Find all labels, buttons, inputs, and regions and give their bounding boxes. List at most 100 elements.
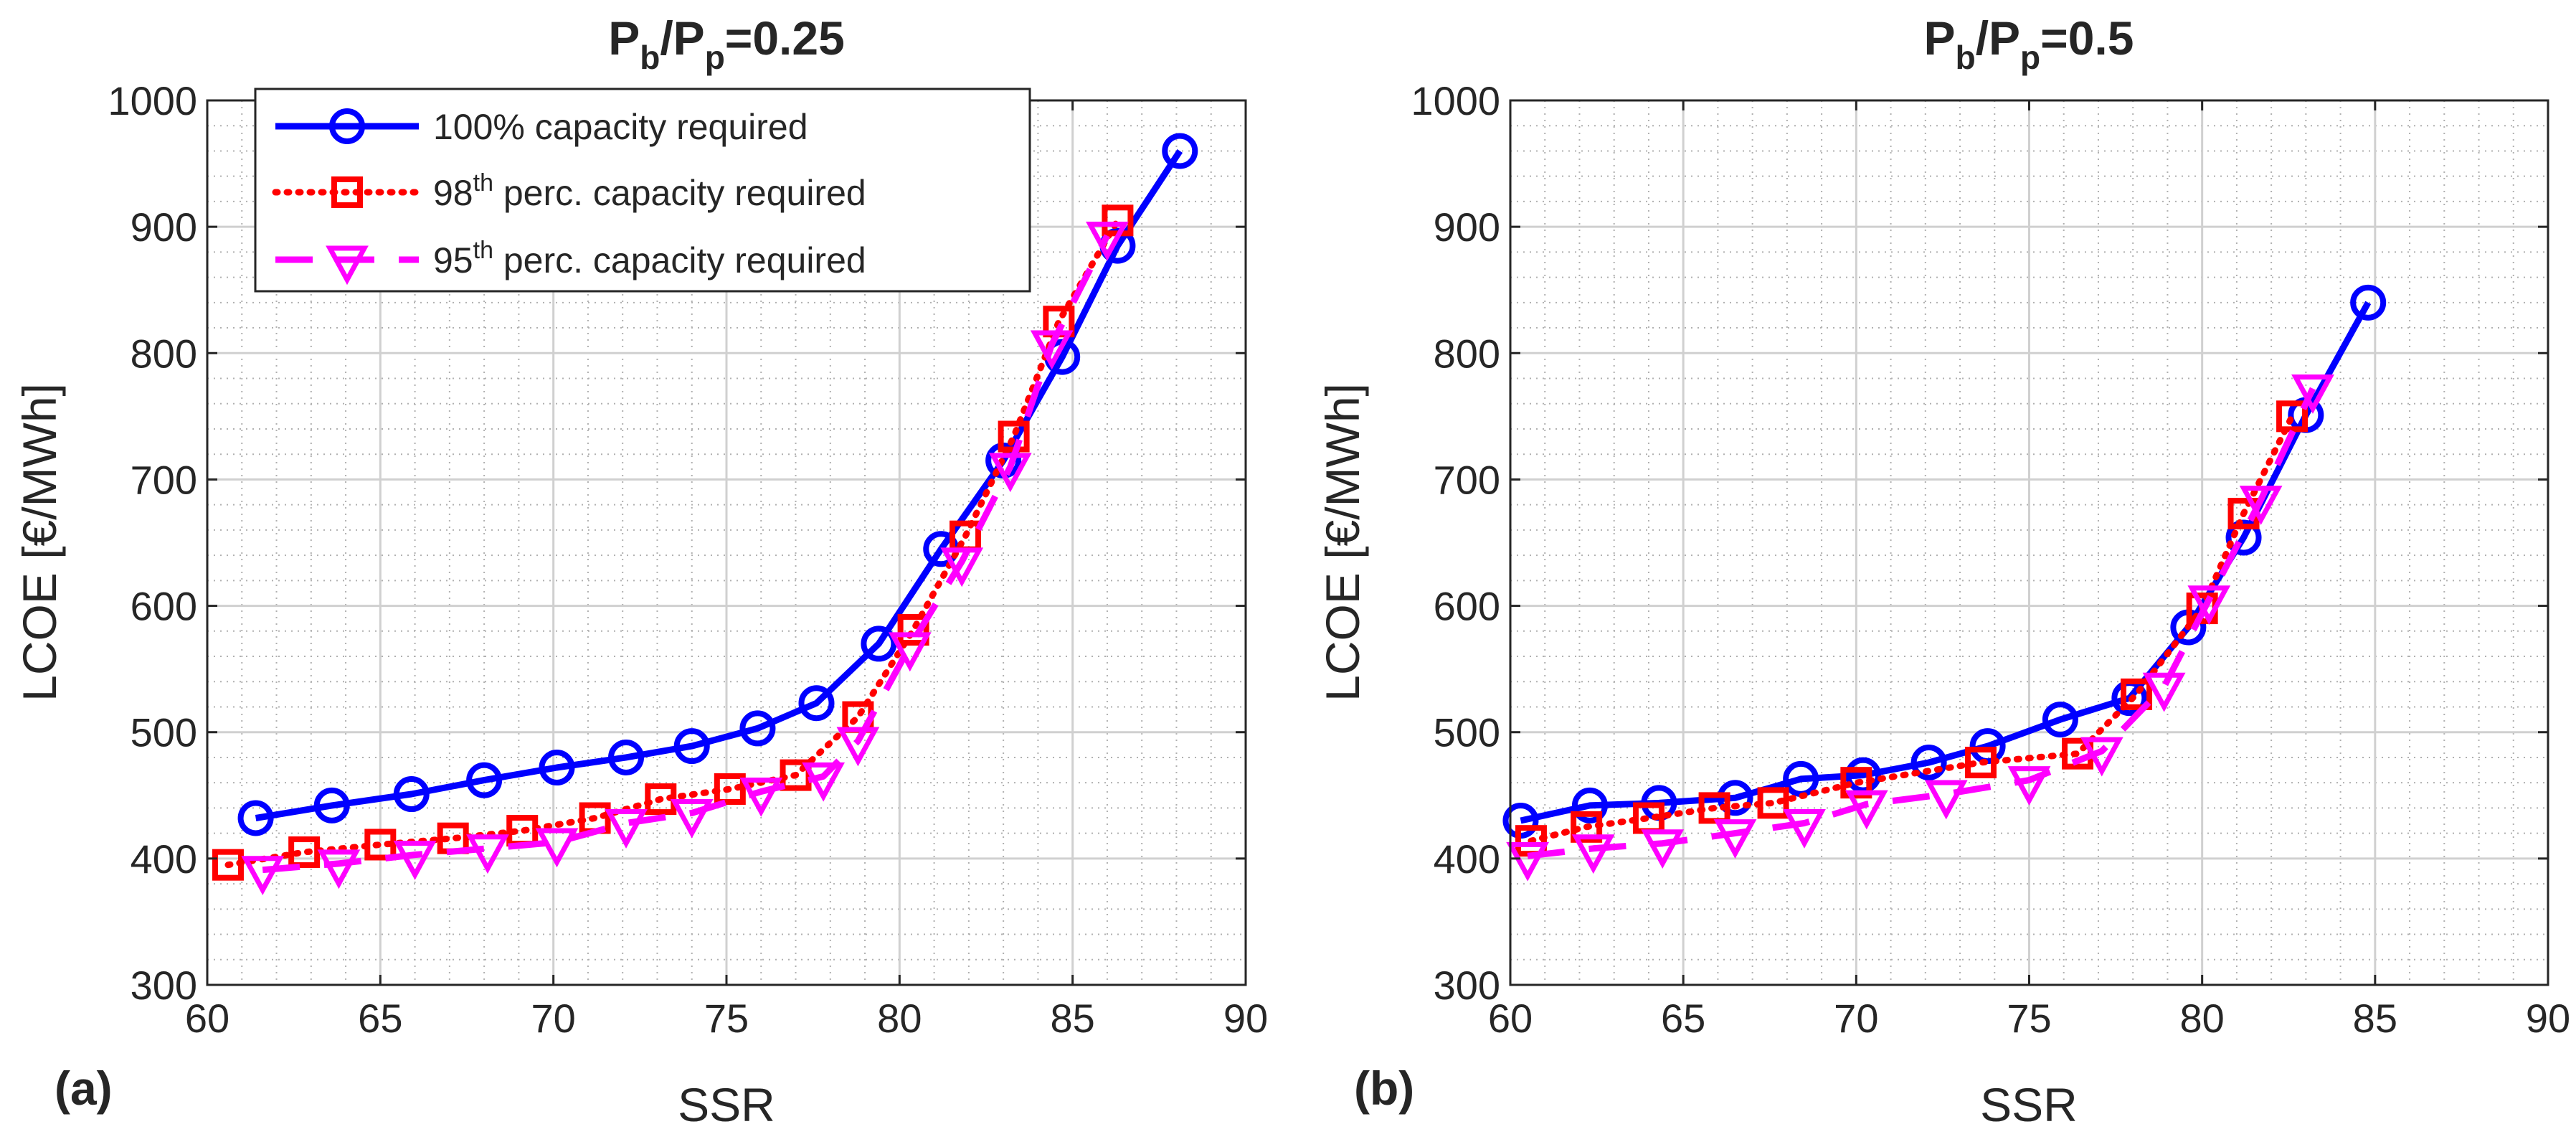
data-point-square [288,836,321,869]
series-line-98th [1528,412,2296,844]
legend-box [254,88,1031,293]
data-point-triangle [739,778,783,817]
series-95th-b [1506,374,2334,882]
data-point-triangle [1924,780,1968,820]
legend-label-100pct: 100% capacity required [433,107,808,147]
x-tick-label: 80 [877,996,922,1041]
data-point-triangle [1086,221,1129,261]
data-point-triangle [1030,330,1074,370]
data-point-square [1757,787,1789,819]
series-line-95th [1527,387,2316,859]
data-point-circle [2042,702,2078,738]
legend: 100% capacity required 98th perc. capaci… [254,88,1031,293]
y-tick-label: 600 [1434,584,1500,629]
data-point-circle [237,800,274,836]
x-tick-label: 60 [1488,996,1533,1041]
data-point-triangle [2291,374,2334,414]
data-point-triangle [241,856,285,896]
panel-b: 60 65 70 75 80 85 903004005006007008009001000 … [1316,11,2570,1131]
data-point-triangle [1571,834,1615,874]
y-tick-label: 800 [131,331,197,376]
data-point-circle [466,762,503,798]
data-point-triangle [1506,841,1550,882]
data-point-triangle [802,762,846,802]
data-point-circle [1910,744,1947,780]
data-point-circle [739,710,776,747]
x-tick-label: 65 [1661,996,1705,1041]
data-point-circle [2350,284,2387,321]
x-tick-label: 70 [531,996,576,1041]
x-tick-label: 65 [358,996,402,1041]
data-point-triangle [2080,737,2123,777]
data-point-triangle [940,547,984,587]
legend-item-98th: 98th perc. capacity required [272,169,866,213]
legend-label-95th: 95th perc. capacity required [433,237,866,280]
data-point-triangle [2187,585,2231,626]
y-tick-label: 400 [1434,836,1500,882]
x-axis-label-b: SSR [1980,1078,2078,1131]
data-point-triangle [888,632,932,672]
x-tick-label: 75 [2007,996,2051,1041]
x-tick-label: 75 [704,996,749,1041]
data-point-triangle [1783,809,1826,849]
data-point-circle [2225,519,2262,556]
data-point-circle [313,787,350,823]
data-point-triangle [836,727,880,767]
y-tick-label: 1000 [1411,78,1500,123]
y-tick-label: 400 [131,836,197,882]
panel-label-a: (a) [55,1062,113,1115]
series-line-98th [224,217,1121,869]
y-tick-label: 500 [1434,710,1500,755]
legend-item-95th: 95th perc. capacity required [275,237,866,285]
data-point-circle [1845,757,1881,793]
data-point-circle [861,626,897,662]
series-layer-a [212,133,1198,896]
y-tick-label: 700 [1434,457,1500,502]
legend-marker-square [331,176,363,208]
data-point-triangle [1641,829,1685,869]
data-point-circle [1162,133,1198,169]
data-point-triangle [2142,672,2186,712]
data-point-square [364,829,397,861]
data-point-triangle [2239,486,2283,525]
data-point-square [1698,792,1730,824]
data-point-triangle [393,841,437,880]
series-layer-b [1502,284,2387,882]
data-point-triangle [670,798,714,839]
x-axis-label-a: SSR [678,1078,775,1131]
x-tick-label: 80 [2180,996,2225,1041]
data-point-square [2276,400,2309,433]
title-b: Pb/Pp=0.5 [1924,11,2134,76]
legend-label-98th: 98th perc. capacity required [433,169,866,213]
series-95th-a [241,221,1129,896]
series-100pct-a [237,133,1198,836]
y-tick-label: 800 [1434,331,1500,376]
data-point-triangle [466,834,509,874]
y-tick-label: 1000 [108,78,197,123]
data-point-triangle [2007,766,2051,806]
data-point-triangle [535,828,579,868]
tick-labels-b: 60 65 70 75 80 85 90 300 400 500 600 700 800 900 1000 [1411,78,2570,1041]
x-tick-label: 70 [1834,996,1878,1041]
data-point-triangle [605,809,648,849]
data-point-square [1964,746,1997,778]
data-point-square [780,759,812,791]
series-line-100pct [255,149,1183,821]
legend-marker-triangle [326,245,369,285]
data-point-circle [1571,787,1608,823]
x-tick-label: 90 [1223,996,1268,1041]
y-tick-label: 600 [131,584,197,629]
x-tick-label: 85 [2353,996,2397,1041]
y-tick-label: 500 [131,710,197,755]
data-point-triangle [1713,819,1757,859]
data-point-circle [539,750,575,786]
y-axis-label-a: LCOE [€/MWh] [13,383,66,702]
y-tick-label: 300 [1434,963,1500,1008]
data-point-circle [608,739,645,775]
data-point-square [212,849,244,881]
x-tick-label: 60 [185,996,229,1041]
data-point-triangle [988,453,1032,493]
x-tick-label: 90 [2526,996,2570,1041]
y-tick-label: 900 [131,204,197,250]
